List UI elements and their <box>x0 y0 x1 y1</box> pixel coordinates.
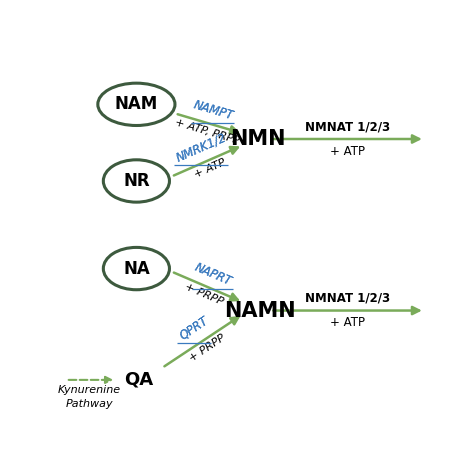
Text: QPRT: QPRT <box>177 314 211 342</box>
Text: + ATP: + ATP <box>330 316 365 329</box>
Text: NAMPT: NAMPT <box>191 98 235 122</box>
Text: NMN: NMN <box>230 129 285 149</box>
Text: NAPRT: NAPRT <box>192 260 233 288</box>
Text: NAMN: NAMN <box>224 301 295 320</box>
Text: NMRK1/2: NMRK1/2 <box>174 131 228 164</box>
Text: + ATP, PRPP: + ATP, PRPP <box>173 117 240 146</box>
Text: NR: NR <box>123 172 150 190</box>
Text: + ATP: + ATP <box>193 157 228 180</box>
Text: NA: NA <box>123 260 150 278</box>
Text: NAM: NAM <box>115 95 158 113</box>
Text: Kynurenine
Pathway: Kynurenine Pathway <box>58 385 121 409</box>
Text: NMNAT 1/2/3: NMNAT 1/2/3 <box>305 292 390 305</box>
Text: NMRK1/2: NMRK1/2 <box>174 131 228 164</box>
Text: + ATP: + ATP <box>330 145 365 157</box>
Text: NAMPT: NAMPT <box>191 98 235 122</box>
Text: QPRT: QPRT <box>177 314 211 342</box>
Text: NAPRT: NAPRT <box>192 260 233 288</box>
Text: + PRPP: + PRPP <box>188 333 227 364</box>
Text: QA: QA <box>124 371 153 389</box>
Text: + PRPP: + PRPP <box>183 282 225 307</box>
Text: NMNAT 1/2/3: NMNAT 1/2/3 <box>305 120 390 134</box>
